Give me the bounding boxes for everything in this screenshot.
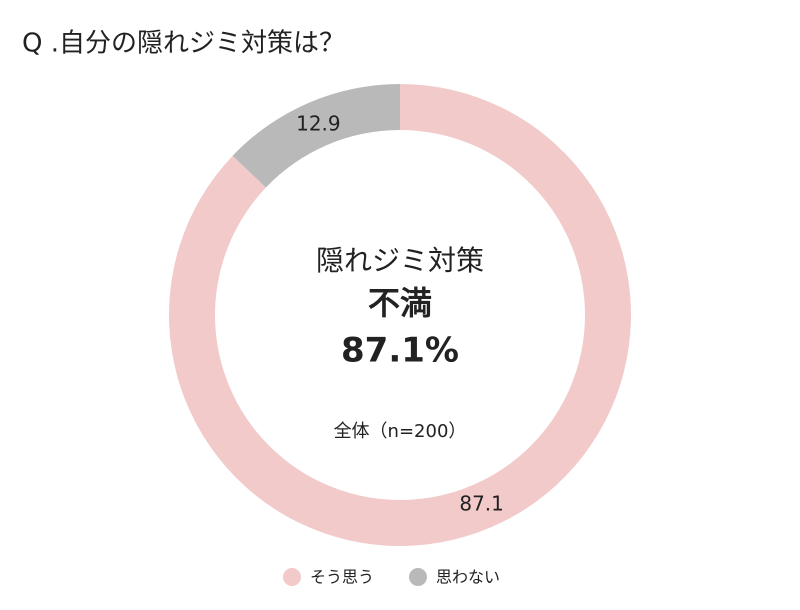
center-text: 全体（n=200）	[334, 421, 467, 442]
center-text: 隠れジミ対策	[316, 244, 484, 277]
legend-swatch	[283, 568, 301, 586]
center-text: 87.1%	[341, 331, 459, 371]
slice	[232, 84, 400, 188]
legend-swatch	[409, 568, 427, 586]
center-text: 不満	[368, 284, 432, 322]
data-label: 12.9	[296, 111, 341, 135]
chart-title: Q .自分の隠れジミ対策は？	[22, 29, 345, 59]
legend-label: そう思う	[310, 568, 374, 587]
legend-label: 思わない	[436, 568, 500, 587]
data-label: 87.1	[459, 492, 504, 516]
